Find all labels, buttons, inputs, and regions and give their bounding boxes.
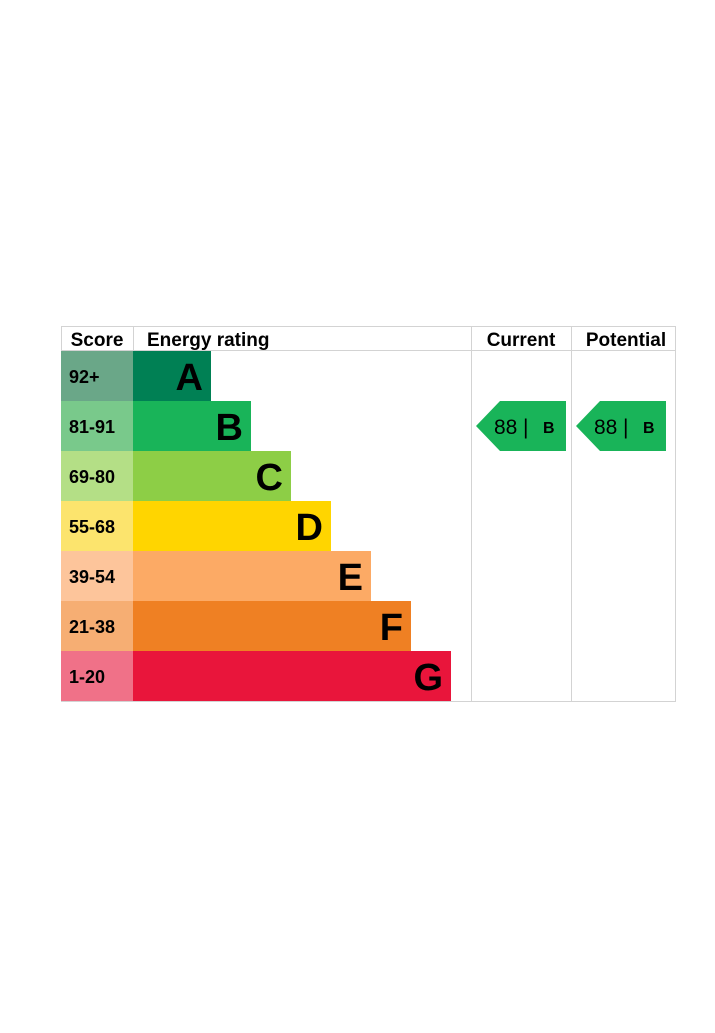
energy-rating-header: Energy rating [147,330,269,351]
score-range-b: 81-91 [69,417,115,437]
band-bar-a [133,351,211,401]
band-letter-e: E [338,557,363,599]
current-letter: B [543,420,555,437]
score-range-a: 92+ [69,367,100,387]
potential-header: Potential [586,330,666,351]
band-letter-a: A [176,357,203,399]
score-cell-b [61,401,133,451]
score-range-d: 55-68 [69,517,115,537]
score-cell-c [61,451,133,501]
band-letter-d: D [296,507,323,549]
potential-rating-arrow [576,401,666,451]
score-cell-g [61,651,133,701]
band-letter-b: B [216,407,243,449]
score-header: Score [71,330,124,351]
current-header: Current [487,330,556,351]
score-range-g: 1-20 [69,667,105,687]
score-range-e: 39-54 [69,567,115,587]
band-bar-e [133,551,371,601]
score-cell-e [61,551,133,601]
potential-separator: | [623,416,628,439]
band-bar-d [133,501,331,551]
band-letter-c: C [256,457,283,499]
band-letter-f: F [380,607,403,649]
current-score: 88 [494,416,517,439]
rating-arrows: 88 | B 88 | B [476,401,666,451]
band-letter-g: G [413,657,443,699]
score-cell-d [61,501,133,551]
current-separator: | [523,416,528,439]
score-range-c: 69-80 [69,467,115,487]
table-grid [61,326,676,702]
current-rating-arrow [476,401,566,451]
score-cell-f [61,601,133,651]
potential-letter: B [643,420,655,437]
score-range-f: 21-38 [69,617,115,637]
potential-score: 88 [594,416,617,439]
band-bar-f [133,601,411,651]
band-bar-b [133,401,251,451]
band-bar-c [133,451,291,501]
band-bar-g [133,651,451,701]
score-cell-a [61,351,133,401]
rating-bands: 92+ A 81-91 B 69-80 C 55-68 D 39-54 E 21-38 F 1-20 G [61,351,451,701]
